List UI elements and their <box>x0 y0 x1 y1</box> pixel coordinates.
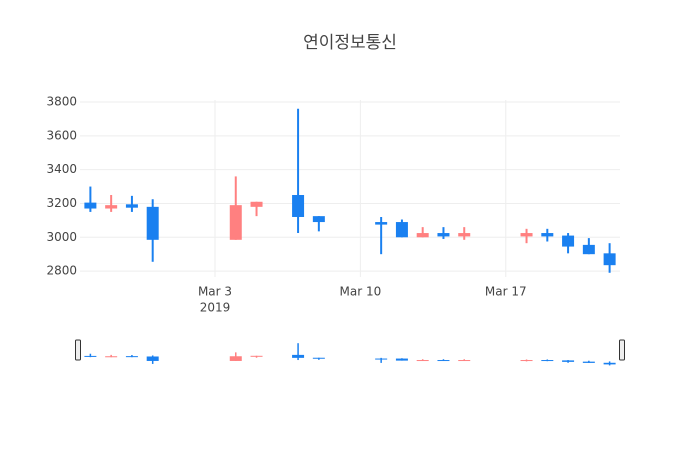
candle-body <box>541 360 554 362</box>
x-tick-label: Mar 10 <box>340 285 382 299</box>
candle-body <box>437 233 450 237</box>
candle-body <box>292 195 305 217</box>
y-tick-label: 3000 <box>46 230 77 244</box>
candle-body <box>250 355 263 357</box>
range-handle[interactable] <box>619 339 625 361</box>
y-tick-label: 2800 <box>46 264 77 278</box>
candle-body <box>603 253 616 266</box>
y-tick-label: 3800 <box>46 95 77 109</box>
candle-body <box>458 233 471 237</box>
range-slider <box>80 338 620 370</box>
candle-body <box>229 205 242 240</box>
candle-body <box>229 356 242 361</box>
candle-body <box>375 222 388 225</box>
candle-body <box>437 360 450 362</box>
candle-body <box>250 201 263 207</box>
candle-body <box>125 204 138 208</box>
y-tick-label: 3600 <box>46 128 77 142</box>
candle-body <box>562 235 575 247</box>
candle-body <box>105 356 118 358</box>
candle-body <box>375 358 388 360</box>
candle-body <box>458 360 471 362</box>
candle-body <box>416 233 429 238</box>
candle-body <box>395 222 408 238</box>
candle-body <box>292 354 305 358</box>
candle-body <box>125 356 138 358</box>
chart-title: 연이정보통신 <box>303 33 397 53</box>
candle-body <box>84 355 97 357</box>
candle-body <box>520 233 533 237</box>
x-tick-sublabel: 2019 <box>200 301 231 315</box>
candle-body <box>603 362 616 365</box>
candle-body <box>562 360 575 362</box>
y-tick-label: 3400 <box>46 162 77 176</box>
candle-body <box>541 233 554 237</box>
x-tick-label: Mar 17 <box>485 285 527 299</box>
candle-body <box>312 216 325 223</box>
candle-body <box>520 360 533 362</box>
y-tick-label: 3200 <box>46 196 77 210</box>
candle-body <box>312 357 325 359</box>
candle-body <box>582 244 595 255</box>
candle-body <box>582 361 595 363</box>
candle-body <box>416 360 429 362</box>
candle-body <box>84 202 97 209</box>
range-handle[interactable] <box>75 339 81 361</box>
x-tick-label: Mar 3 <box>198 285 232 299</box>
candle-body <box>146 206 159 240</box>
candle-body <box>146 356 159 361</box>
candle-body <box>105 205 118 209</box>
candle-body <box>395 358 408 361</box>
